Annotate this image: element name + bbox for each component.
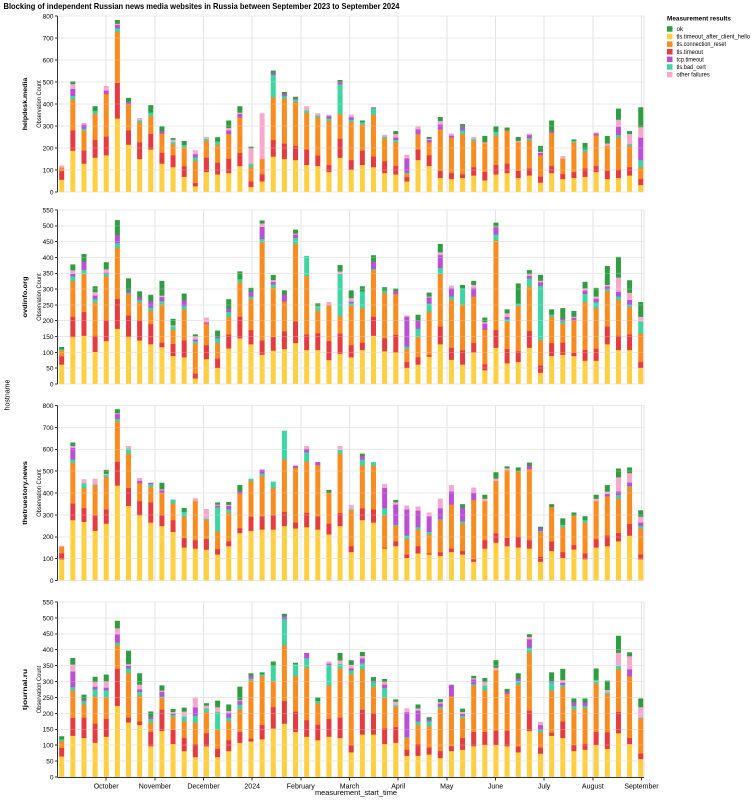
svg-text:700: 700	[43, 425, 54, 432]
svg-text:200: 200	[43, 318, 54, 325]
svg-text:100: 100	[43, 556, 54, 563]
svg-text:December: December	[187, 784, 220, 791]
svg-text:0: 0	[50, 578, 54, 585]
svg-text:tls.timeout: tls.timeout	[677, 49, 704, 56]
svg-text:February: February	[287, 784, 316, 791]
svg-text:October: October	[94, 784, 120, 791]
svg-text:March: March	[340, 784, 360, 791]
svg-text:400: 400	[43, 647, 54, 654]
svg-text:ovdinfo.org: ovdinfo.org	[22, 276, 29, 317]
svg-text:April: April	[391, 784, 405, 791]
svg-text:measurement_start_time: measurement_start_time	[315, 790, 397, 797]
svg-text:Measurement results: Measurement results	[667, 16, 731, 23]
svg-text:200: 200	[43, 711, 54, 718]
svg-text:0: 0	[50, 381, 54, 388]
svg-text:400: 400	[43, 255, 54, 262]
svg-text:Observation Count: Observation Count	[37, 469, 43, 517]
svg-text:100: 100	[43, 167, 54, 174]
svg-text:hostname: hostname	[5, 380, 12, 411]
svg-text:May: May	[440, 784, 454, 791]
svg-text:Observation Count: Observation Count	[37, 273, 43, 321]
svg-text:0: 0	[50, 189, 54, 196]
svg-text:500: 500	[43, 469, 54, 476]
svg-text:tjournal.ru: tjournal.ru	[22, 669, 29, 710]
svg-text:300: 300	[43, 679, 54, 686]
svg-text:350: 350	[43, 663, 54, 670]
svg-text:0: 0	[50, 774, 54, 781]
svg-text:450: 450	[43, 239, 54, 246]
svg-text:400: 400	[43, 101, 54, 108]
svg-text:550: 550	[43, 207, 54, 214]
svg-text:200: 200	[43, 534, 54, 541]
svg-text:600: 600	[43, 447, 54, 454]
svg-text:50: 50	[46, 758, 54, 765]
svg-text:700: 700	[43, 35, 54, 42]
svg-text:August: August	[582, 784, 604, 791]
svg-text:300: 300	[43, 123, 54, 130]
svg-text:100: 100	[43, 743, 54, 750]
svg-text:June: June	[488, 784, 503, 791]
svg-text:500: 500	[43, 615, 54, 622]
svg-text:July: July	[538, 784, 551, 791]
svg-text:2024: 2024	[244, 784, 260, 791]
svg-text:ok: ok	[677, 26, 684, 33]
svg-text:50: 50	[46, 366, 54, 373]
svg-text:helpdesk.media: helpdesk.media	[22, 78, 29, 131]
svg-text:450: 450	[43, 631, 54, 638]
svg-text:thetruestory.news: thetruestory.news	[22, 461, 29, 525]
svg-text:300: 300	[43, 512, 54, 519]
svg-text:300: 300	[43, 286, 54, 293]
svg-text:Observation Count: Observation Count	[37, 665, 43, 713]
svg-text:tls.connection_reset: tls.connection_reset	[677, 41, 727, 48]
svg-text:other failures: other failures	[677, 72, 710, 79]
svg-text:November: November	[139, 784, 172, 791]
svg-text:350: 350	[43, 271, 54, 278]
svg-text:550: 550	[43, 599, 54, 606]
svg-text:September: September	[624, 784, 659, 791]
svg-text:600: 600	[43, 57, 54, 64]
svg-text:tls.timeout_after_client_hello: tls.timeout_after_client_hello	[677, 34, 751, 41]
svg-text:400: 400	[43, 490, 54, 497]
svg-text:Blocking of independent Russia: Blocking of independent Russian news med…	[4, 1, 400, 11]
svg-text:500: 500	[43, 79, 54, 86]
svg-text:800: 800	[43, 13, 54, 20]
svg-text:800: 800	[43, 403, 54, 410]
svg-text:tls.bad_cert: tls.bad_cert	[677, 64, 707, 71]
svg-text:100: 100	[43, 350, 54, 357]
svg-text:150: 150	[43, 727, 54, 734]
svg-text:150: 150	[43, 334, 54, 341]
svg-text:250: 250	[43, 302, 54, 309]
svg-text:Observation Count: Observation Count	[37, 80, 43, 128]
svg-text:tcp.timeout: tcp.timeout	[677, 56, 705, 63]
svg-text:200: 200	[43, 145, 54, 152]
svg-text:500: 500	[43, 223, 54, 230]
svg-text:250: 250	[43, 695, 54, 702]
